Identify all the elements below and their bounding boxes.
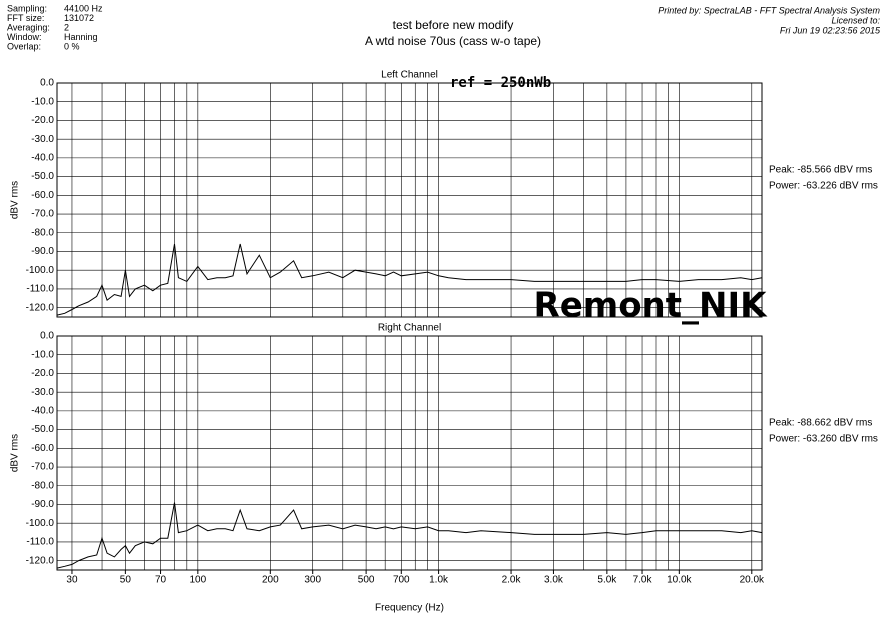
licensed-to: Licensed to: [831, 15, 880, 25]
reference-note: ref = 250nWb [450, 75, 551, 91]
annotation: Peak: -85.566 dBV rms [769, 165, 872, 176]
x-tick-label: 200 [262, 575, 279, 586]
y-tick-label: -80.0 [31, 227, 54, 238]
x-tick-label: 50 [120, 575, 132, 586]
y-tick-label: -50.0 [31, 171, 54, 182]
setting-value: 2 [64, 22, 69, 32]
y-tick-label: -30.0 [31, 134, 54, 145]
x-tick-label: 3.0k [544, 575, 564, 586]
annotation: Power: -63.226 dBV rms [769, 181, 878, 192]
y-tick-label: -10.0 [31, 96, 54, 107]
setting-label: Overlap: [7, 41, 41, 51]
setting-label: FFT size: [7, 13, 44, 23]
y-tick-label: -60.0 [31, 443, 54, 454]
setting-label: Window: [7, 32, 42, 42]
y-tick-label: -80.0 [31, 480, 54, 491]
x-tick-label: 300 [304, 575, 321, 586]
x-tick-label: 100 [189, 575, 206, 586]
y-tick-label: -70.0 [31, 462, 54, 473]
x-tick-label: 70 [155, 575, 167, 586]
y-tick-label: -110.0 [26, 537, 54, 548]
y-tick-label: -120.0 [26, 302, 55, 313]
y-tick-label: -110.0 [26, 284, 54, 295]
setting-value: 44100 Hz [64, 3, 103, 13]
setting-value: Hanning [64, 32, 98, 42]
setting-value: 0 % [64, 41, 80, 51]
y-axis-label: dBV rms [10, 181, 21, 219]
settings-block: Sampling: 44100 Hz FFT size: 131072 Averagin… [7, 3, 103, 51]
setting-value: 131072 [64, 13, 94, 23]
watermark: Remont_NIK [534, 286, 769, 326]
panel-title: Left Channel [381, 70, 438, 81]
annotation: Peak: -88.662 dBV rms [769, 418, 872, 429]
title: test before new modify [393, 18, 514, 32]
y-tick-label: -40.0 [31, 153, 54, 164]
spectrum-line [56, 502, 763, 569]
y-tick-label: -90.0 [31, 246, 54, 257]
y-tick-label: -40.0 [31, 406, 54, 417]
y-tick-label: -20.0 [31, 115, 54, 126]
annotation: Power: -63.260 dBV rms [769, 434, 878, 445]
x-tick-label: 20.0k [740, 575, 765, 586]
y-tick-label: -50.0 [31, 424, 54, 435]
x-tick-label: 2.0k [502, 575, 522, 586]
y-tick-label: -90.0 [31, 499, 54, 510]
y-tick-label: -100.0 [26, 518, 55, 529]
y-tick-label: -100.0 [26, 265, 55, 276]
x-tick-label: 7.0k [633, 575, 653, 586]
spectrum-line [56, 243, 763, 316]
x-tick-label: 10.0k [667, 575, 692, 586]
y-axis-label: dBV rms [10, 434, 21, 472]
x-tick-label: 500 [358, 575, 375, 586]
y-tick-label: -20.0 [31, 368, 54, 379]
y-tick-label: -60.0 [31, 190, 54, 201]
setting-label: Sampling: [7, 3, 47, 13]
y-tick-label: -10.0 [31, 349, 54, 360]
x-tick-label: 5.0k [597, 575, 617, 586]
y-tick-label: 0.0 [40, 331, 54, 342]
y-tick-label: -30.0 [31, 387, 54, 398]
x-axis-label: Frequency (Hz) [375, 603, 444, 614]
x-tick-label: 1.0k [429, 575, 449, 586]
y-tick-label: -120.0 [26, 555, 55, 566]
subtitle: A wtd noise 70us (cass w-o tape) [365, 34, 541, 48]
y-tick-label: -70.0 [31, 209, 54, 220]
printed-by: Printed by: SpectraLAB - FFT Spectral An… [658, 5, 880, 15]
panel-title: Right Channel [378, 323, 441, 334]
print-date: Fri Jun 19 02:23:56 2015 [780, 25, 881, 35]
setting-label: Averaging: [7, 22, 50, 32]
x-tick-label: 700 [393, 575, 410, 586]
y-tick-label: 0.0 [40, 78, 54, 89]
x-tick-label: 30 [66, 575, 78, 586]
